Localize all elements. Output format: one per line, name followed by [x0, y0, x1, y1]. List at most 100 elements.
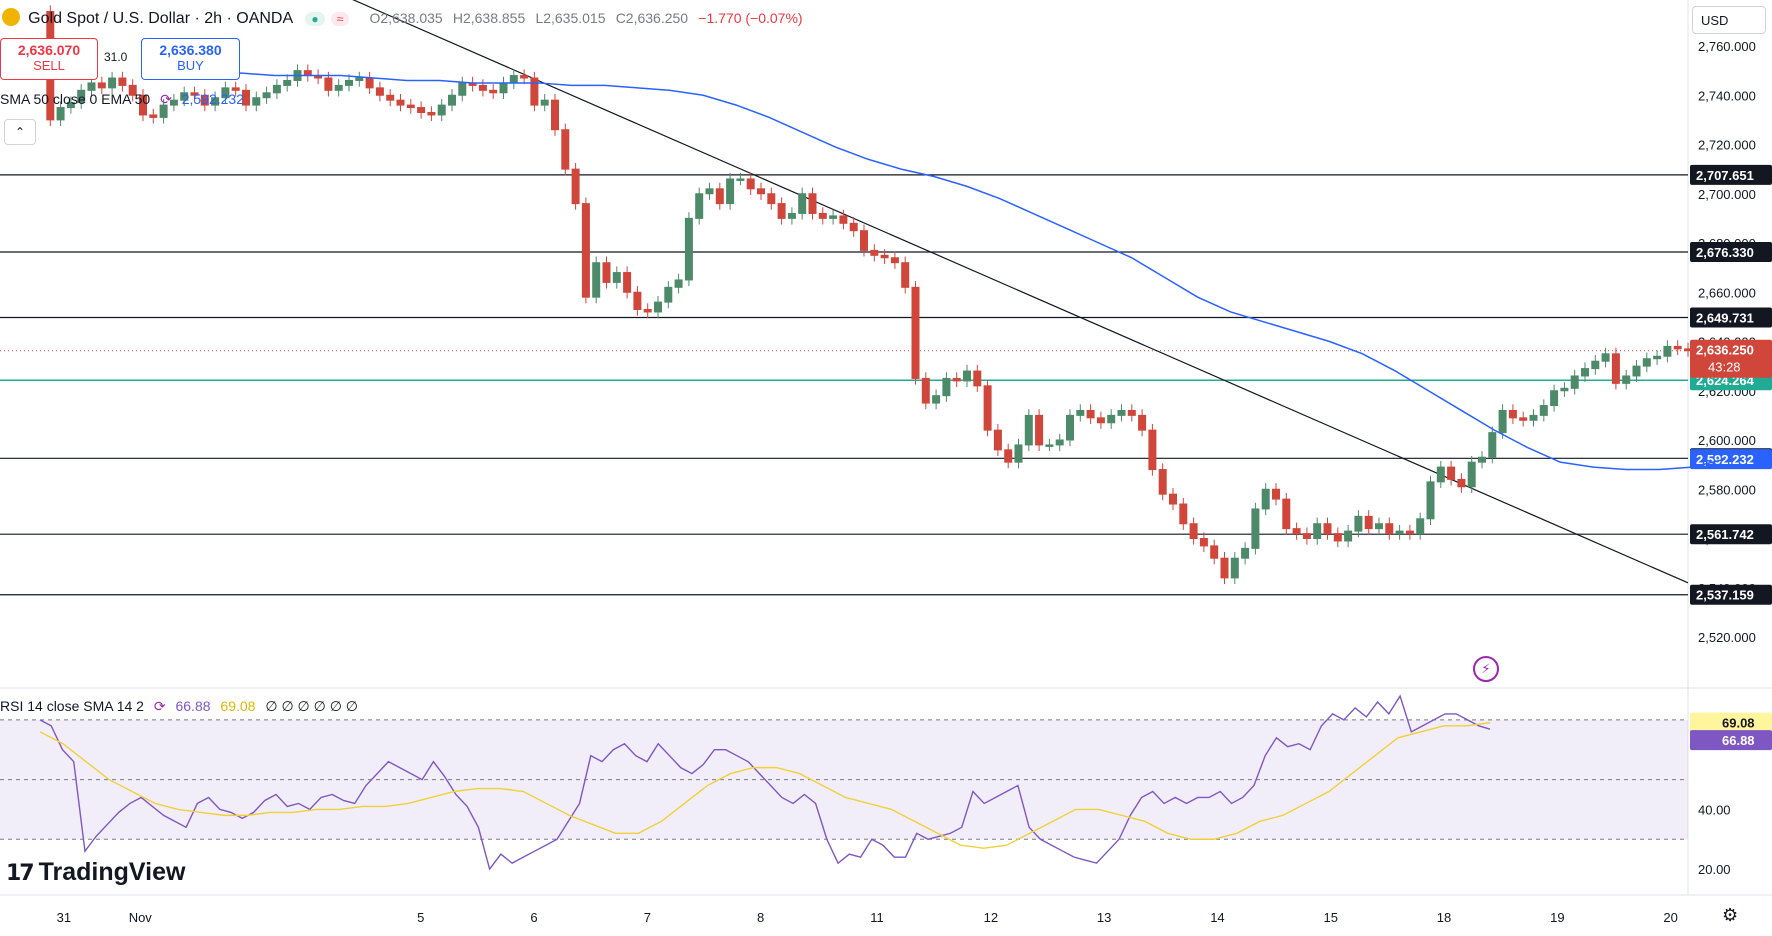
market-open-icon[interactable]: ● — [305, 12, 325, 26]
tv-logo-icon: 𝟭𝟳 — [6, 860, 35, 885]
candle-body — [489, 89, 498, 94]
level-price-tag — [1690, 584, 1772, 605]
lightning-icon[interactable]: ⚡ — [1473, 656, 1499, 682]
candle-body — [983, 385, 992, 431]
candle-body — [283, 79, 292, 86]
rsi-tick-label: 40.00 — [1698, 802, 1731, 817]
candle-body — [571, 168, 580, 205]
candle-body — [818, 212, 827, 219]
candle-body — [365, 77, 374, 89]
sell-button[interactable]: 2,636.070 SELL — [0, 38, 98, 80]
candle-body — [540, 99, 549, 106]
gold-symbol-icon — [2, 8, 20, 26]
candle-body — [97, 82, 106, 89]
candle-body — [149, 114, 158, 118]
candle-body — [1241, 547, 1250, 559]
sma-ema-legend[interactable]: SMA 50 close 0 EMA 50 ⟳ 2,592.232 — [0, 91, 244, 108]
candle-body — [200, 94, 209, 106]
candle-body — [736, 178, 745, 181]
candle-body — [221, 87, 230, 99]
candle-body — [757, 188, 765, 195]
x-tick-label: 31 — [57, 910, 71, 925]
x-tick-label: 12 — [984, 910, 998, 925]
candle-body — [1560, 387, 1569, 392]
x-tick-label: 8 — [757, 910, 764, 925]
x-tick-label: 13 — [1097, 910, 1111, 925]
candle-body — [509, 75, 518, 84]
rsi-line — [39, 694, 1491, 871]
candle-body — [1632, 365, 1641, 377]
candle-body — [849, 222, 858, 232]
data-delay-icon[interactable]: ≈ — [330, 12, 350, 26]
candle-body — [901, 262, 910, 288]
candle-body — [1272, 488, 1280, 500]
candle-body — [911, 286, 920, 379]
candle-body — [880, 254, 889, 259]
candle-body — [1344, 530, 1353, 542]
candle-body — [1519, 417, 1528, 421]
rsi-refresh-icon[interactable]: ⟳ — [153, 698, 166, 714]
sma-ema-label: SMA 50 close 0 EMA 50 — [0, 91, 151, 107]
candle-body — [643, 308, 652, 313]
candle-body — [499, 82, 508, 94]
y-tick-label: 2,520.000 — [1698, 630, 1756, 645]
currency-select[interactable]: USD — [1692, 6, 1766, 34]
candle-body — [1014, 444, 1023, 463]
candle-body — [437, 104, 446, 116]
candle-body — [448, 94, 456, 106]
candle-body — [674, 279, 683, 288]
candle-body — [993, 429, 1002, 451]
level-price-label: 2,649.731 — [1696, 311, 1754, 326]
candle-body — [1220, 557, 1229, 579]
refresh-icon[interactable]: ⟳ — [160, 91, 172, 107]
candle-body — [128, 84, 137, 96]
trendline — [352, 0, 1689, 584]
candle-body — [334, 84, 343, 91]
candle-body — [396, 99, 405, 106]
candle-body — [1550, 390, 1559, 407]
candle-body — [890, 257, 899, 264]
candle-body — [56, 107, 65, 121]
symbol-title[interactable]: Gold Spot / U.S. Dollar · 2h · OANDA — [28, 10, 294, 27]
level-price-label: 2,707.651 — [1696, 168, 1754, 183]
candle-body — [1457, 478, 1466, 488]
candle-body — [942, 377, 951, 397]
candle-body — [1045, 444, 1054, 447]
level-price-tag — [1690, 307, 1772, 328]
y-tick-label: 2,660.000 — [1698, 285, 1756, 300]
y-tick-label: 2,700.000 — [1698, 187, 1756, 202]
y-tick-label: 2,720.000 — [1698, 138, 1756, 153]
candle-body — [1210, 545, 1219, 559]
candle-body — [1478, 456, 1486, 463]
candle-body — [1302, 533, 1311, 540]
y-tick-label: 2,760.000 — [1698, 39, 1756, 54]
current-price-label: 2,636.250 — [1696, 343, 1754, 358]
rsi-legend[interactable]: RSI 14 close SMA 14 2 ⟳ 66.88 69.08 ∅ ∅ … — [0, 698, 358, 715]
candle-body — [829, 215, 838, 219]
candle-body — [695, 193, 704, 219]
collapse-legend-button[interactable]: ⌃ — [4, 119, 36, 145]
level-price-label: 2,537.159 — [1696, 588, 1754, 603]
countdown-label: 43:28 — [1708, 360, 1741, 375]
tradingview-logo[interactable]: 𝟭𝟳 TradingView — [6, 858, 185, 887]
candle-body — [530, 77, 539, 106]
candle-body — [746, 178, 755, 190]
candle-body — [932, 395, 941, 404]
candle-body — [1622, 375, 1631, 384]
x-tick-label: 5 — [417, 910, 424, 925]
candle-body — [262, 92, 271, 99]
candle-body — [406, 104, 415, 109]
buy-button[interactable]: 2,636.380 BUY — [141, 38, 240, 80]
level-price-tag — [1690, 524, 1772, 545]
candle-body — [1004, 449, 1013, 463]
rsi-value: 66.88 — [175, 698, 211, 714]
candle-body — [1107, 414, 1116, 424]
candle-body — [1570, 375, 1579, 389]
candle-body — [1096, 417, 1105, 424]
level-price-label: 2,561.742 — [1696, 527, 1754, 542]
candle-body — [180, 92, 189, 101]
x-tick-label: 15 — [1324, 910, 1338, 925]
gear-icon[interactable]: ⚙ — [1722, 905, 1739, 925]
